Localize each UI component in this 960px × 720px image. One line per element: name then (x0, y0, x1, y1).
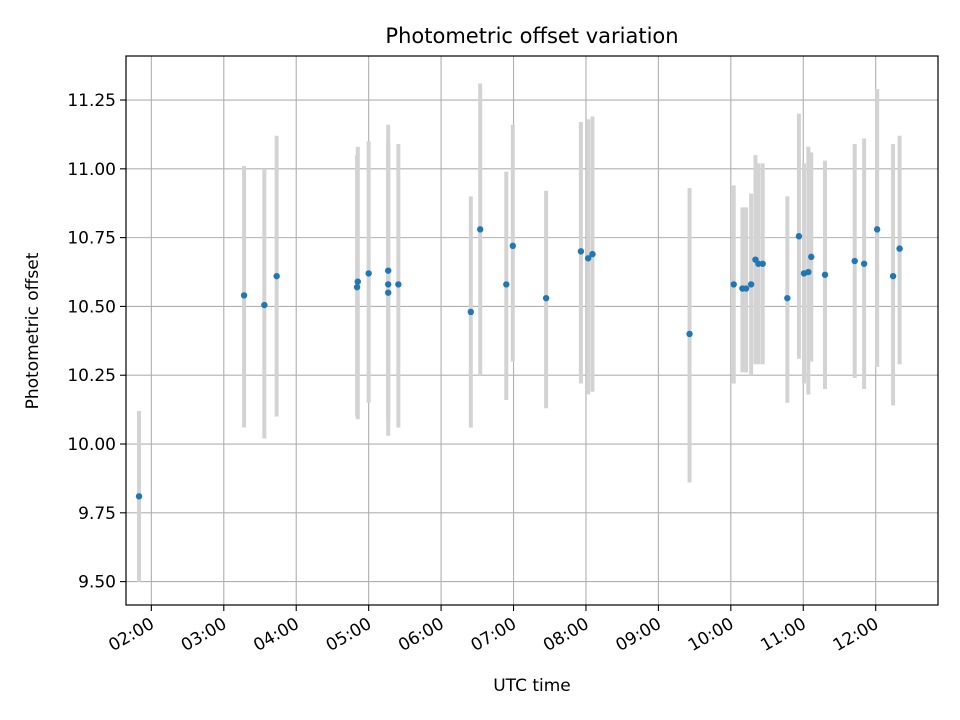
data-point (385, 289, 392, 296)
x-axis-label: UTC time (493, 676, 571, 696)
data-point (759, 260, 766, 267)
axes-frame (125, 55, 939, 606)
y-tick-label: 9.75 (78, 504, 116, 524)
data-point (808, 253, 815, 261)
data-point (385, 281, 392, 288)
data-point (240, 292, 248, 299)
y-tick-label: 9.50 (78, 573, 116, 593)
y-axis-ticks: 9.50 9.75 10.00 10.25 10.50 10.75 11.00 11.25 (67, 91, 126, 593)
data-point (742, 285, 750, 292)
data-point (873, 226, 881, 233)
chart-title: Photometric offset variation (385, 24, 678, 48)
data-point (851, 257, 858, 265)
data-point (467, 308, 474, 316)
data-point (353, 283, 361, 291)
data-points (135, 226, 903, 500)
y-tick-label: 10.50 (67, 297, 116, 317)
data-point (860, 260, 868, 267)
data-point (784, 294, 791, 302)
data-point (503, 281, 510, 288)
data-point (509, 242, 517, 250)
y-tick-label: 10.75 (67, 229, 116, 249)
data-point (730, 281, 737, 288)
data-point (395, 281, 402, 288)
y-tick-label: 10.25 (67, 366, 116, 386)
y-tick-label: 11.25 (67, 91, 116, 111)
data-point (261, 301, 268, 309)
y-tick-label: 11.00 (67, 160, 116, 180)
y-axis-label: Photometric offset (23, 252, 43, 409)
data-point (686, 330, 693, 338)
data-point (542, 294, 550, 302)
data-point (385, 267, 392, 274)
data-point (135, 493, 143, 500)
data-point (354, 278, 361, 285)
data-point (795, 233, 803, 240)
data-point (577, 248, 585, 255)
y-tick-label: 10.00 (67, 435, 116, 455)
data-point (805, 268, 812, 276)
plot-area (126, 56, 938, 605)
data-point (821, 271, 829, 278)
data-point (584, 255, 592, 262)
data-point (365, 270, 372, 277)
data-point (589, 250, 596, 258)
data-point (273, 272, 280, 280)
data-point (477, 226, 484, 233)
data-point (747, 281, 755, 288)
data-point (889, 272, 897, 280)
data-point (896, 245, 903, 252)
